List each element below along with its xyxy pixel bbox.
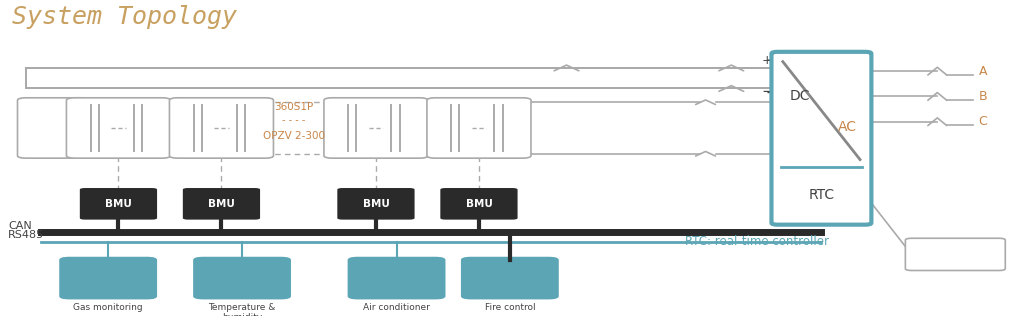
FancyBboxPatch shape — [771, 52, 871, 225]
FancyBboxPatch shape — [323, 98, 428, 158]
Text: A: A — [978, 64, 987, 78]
FancyBboxPatch shape — [66, 98, 171, 158]
Text: DC: DC — [790, 88, 811, 103]
Text: −: − — [765, 86, 777, 100]
Text: RS485: RS485 — [8, 230, 44, 240]
FancyBboxPatch shape — [169, 98, 273, 158]
FancyBboxPatch shape — [183, 188, 260, 220]
Text: BMU: BMU — [363, 199, 389, 209]
Text: - - - -: - - - - — [282, 115, 305, 125]
Text: AC: AC — [838, 120, 857, 134]
FancyBboxPatch shape — [427, 98, 531, 158]
FancyBboxPatch shape — [193, 257, 290, 300]
Text: Fire control: Fire control — [484, 303, 536, 312]
FancyBboxPatch shape — [461, 257, 558, 300]
FancyBboxPatch shape — [80, 188, 157, 220]
FancyBboxPatch shape — [441, 188, 517, 220]
Text: +: + — [762, 53, 772, 67]
Text: Air conditioner: Air conditioner — [364, 303, 430, 312]
Text: BMU: BMU — [105, 199, 132, 209]
Text: RTC: RTC — [809, 188, 834, 202]
Text: OPZV 2-300: OPZV 2-300 — [263, 131, 324, 141]
Text: CAN: CAN — [8, 221, 32, 231]
Text: +: + — [765, 54, 776, 68]
Text: BMU: BMU — [208, 199, 235, 209]
FancyBboxPatch shape — [337, 188, 414, 220]
Text: RTC: real-time controller: RTC: real-time controller — [685, 235, 829, 248]
Text: B: B — [978, 90, 987, 103]
Text: Ethemet: Ethemet — [933, 249, 977, 259]
FancyBboxPatch shape — [18, 98, 91, 158]
Text: BMU: BMU — [466, 199, 492, 209]
Text: System Topology: System Topology — [12, 5, 237, 29]
FancyBboxPatch shape — [59, 257, 157, 300]
Text: 360S1P: 360S1P — [274, 102, 313, 112]
Text: Temperature &
humidity: Temperature & humidity — [208, 303, 276, 316]
FancyBboxPatch shape — [905, 238, 1005, 270]
Text: Gas monitoring: Gas monitoring — [73, 303, 143, 312]
FancyBboxPatch shape — [347, 257, 445, 300]
Text: C: C — [978, 115, 987, 128]
Text: −: − — [761, 84, 774, 99]
